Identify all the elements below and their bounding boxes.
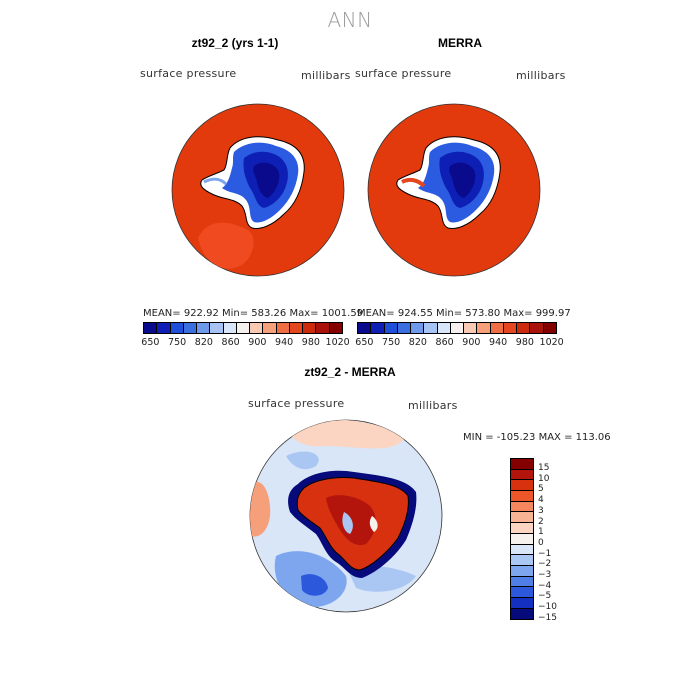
panel2-variable-label: surface pressure [355,67,452,80]
panel2-map [367,103,541,277]
panel3-positive-region-west [250,481,271,537]
panel3-units-label: millibars [408,399,458,412]
panel2-tick: 820 [408,337,427,348]
panel3-continent-neutral-patch [369,516,378,532]
panel3-colorbar-swatch [511,491,533,502]
panel1-units-label: millibars [301,69,351,82]
panel3-colorbar-label: 10 [538,473,550,484]
panel3-colorbar-label: −2 [538,559,552,570]
panel3-colorbar-swatch [511,469,533,481]
panel2-tick: 900 [462,337,481,348]
panel1-tick: 1020 [325,337,350,348]
panel3-colorbar-swatch [511,523,533,534]
panel3-colorbar-label: −10 [538,602,557,613]
panel2-tick: 860 [435,337,454,348]
panel3-colorbar-swatch [511,555,533,566]
panel1-tick: 860 [221,337,240,348]
panel1-variable-label: surface pressure [140,67,237,80]
panel2-colorbar-swatches [357,322,557,334]
panel2-stats: MEAN= 924.55 Min= 573.80 Max= 999.97 [357,308,571,319]
panel3-negative-region-north [286,451,319,470]
panel3-continent-negative-patch [342,512,353,534]
panel1-tick: 980 [301,337,320,348]
panel2-colorbar: 650 750 820 860 900 940 980 1020 [355,322,564,348]
panel3-colorbar-label: 4 [538,495,544,506]
panel3-colorbar-label: −4 [538,580,552,591]
panel2-tick: 980 [515,337,534,348]
panel1-colorbar-swatches [143,322,343,334]
panel3-positive-region [286,420,406,449]
panel2-peninsula-shading [401,177,426,188]
panel3-title: zt92_2 - MERRA [304,365,396,379]
panel1-title: zt92_2 (yrs 1-1) [191,36,279,50]
panel2-tick: 1020 [539,337,564,348]
panel3-colorbar-swatch [511,597,533,609]
panel3-colorbar-label: 1 [538,527,544,538]
figure-title: ANN [327,8,373,32]
panel3-colorbar-swatch [511,544,533,556]
panel3-colorbar-labels: 15 10 5 4 3 2 1 0 −1 −2 −3 −4 −5 −10 −15 [538,463,578,624]
panel3-colorbar-label: −1 [538,548,552,559]
panel3-map [249,419,443,613]
panel1-pressure-anomaly [198,222,254,269]
panel1-stats: MEAN= 922.92 Min= 583.26 Max= 1001.59 [143,308,364,319]
panel3-colorbar-swatch [511,576,533,588]
panel2-tick: 650 [355,337,374,348]
panel3-colorbar-label: −3 [538,570,552,581]
panel3-colorbar-swatch [511,608,533,620]
panel3-colorbar-swatch [511,512,533,524]
panel3-stats: MIN = -105.23 MAX = 113.06 [463,432,611,443]
panel3-colorbar [510,458,534,620]
panel3-colorbar-label: 2 [538,516,544,527]
panel2-title: MERRA [438,36,482,50]
panel2-units-label: millibars [516,69,566,82]
panel3-colorbar-label: −15 [538,612,557,623]
panel3-colorbar-label: −5 [538,591,552,602]
panel3-variable-label: surface pressure [248,397,345,410]
panel3-colorbar-label: 3 [538,505,544,516]
panel3-colorbar-label: 15 [538,463,550,473]
panel3-colorbar-swatch [511,480,533,492]
panel3-colorbar-swatch [511,459,533,470]
panel1-tick: 900 [248,337,267,348]
panel3-colorbar-label: 0 [538,537,544,548]
panel3-colorbar-swatch [511,565,533,577]
panel1-colorbar-ticks: 650 750 820 860 900 940 980 1020 [137,337,351,348]
panel1-tick: 650 [141,337,160,348]
panel1-colorbar: 650 750 820 860 900 940 980 1020 [141,322,350,348]
panel1-plateau-core [253,162,280,198]
panel2-tick: 940 [489,337,508,348]
panel1-peninsula-shading [203,177,228,186]
panel2-plateau-core [449,162,476,198]
panel3-colorbar-label: 5 [538,484,544,495]
panel1-tick: 750 [168,337,187,348]
panel3-colorbar-swatch [511,587,533,598]
panel3-colorbar-swatch [511,533,533,545]
panel3-colorbar-swatch [511,501,533,513]
panel2-colorbar-ticks: 650 750 820 860 900 940 980 1020 [351,337,565,348]
panel3-negative-core [301,574,328,596]
panel1-tick: 940 [275,337,294,348]
panel1-map [171,103,345,277]
panel2-tick: 750 [382,337,401,348]
panel1-tick: 820 [194,337,213,348]
